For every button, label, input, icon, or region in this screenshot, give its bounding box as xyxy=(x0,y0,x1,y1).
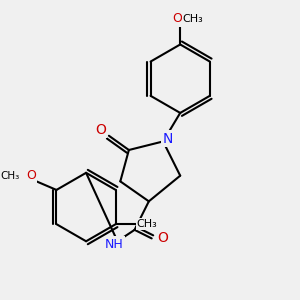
Text: CH₃: CH₃ xyxy=(183,14,203,24)
Text: O: O xyxy=(95,123,106,137)
Text: CH₃: CH₃ xyxy=(137,219,158,229)
Text: CH₃: CH₃ xyxy=(0,171,20,181)
Text: NH: NH xyxy=(105,238,124,250)
Text: O: O xyxy=(172,12,182,25)
Text: N: N xyxy=(162,132,172,145)
Text: O: O xyxy=(26,169,36,182)
Text: O: O xyxy=(158,231,169,245)
